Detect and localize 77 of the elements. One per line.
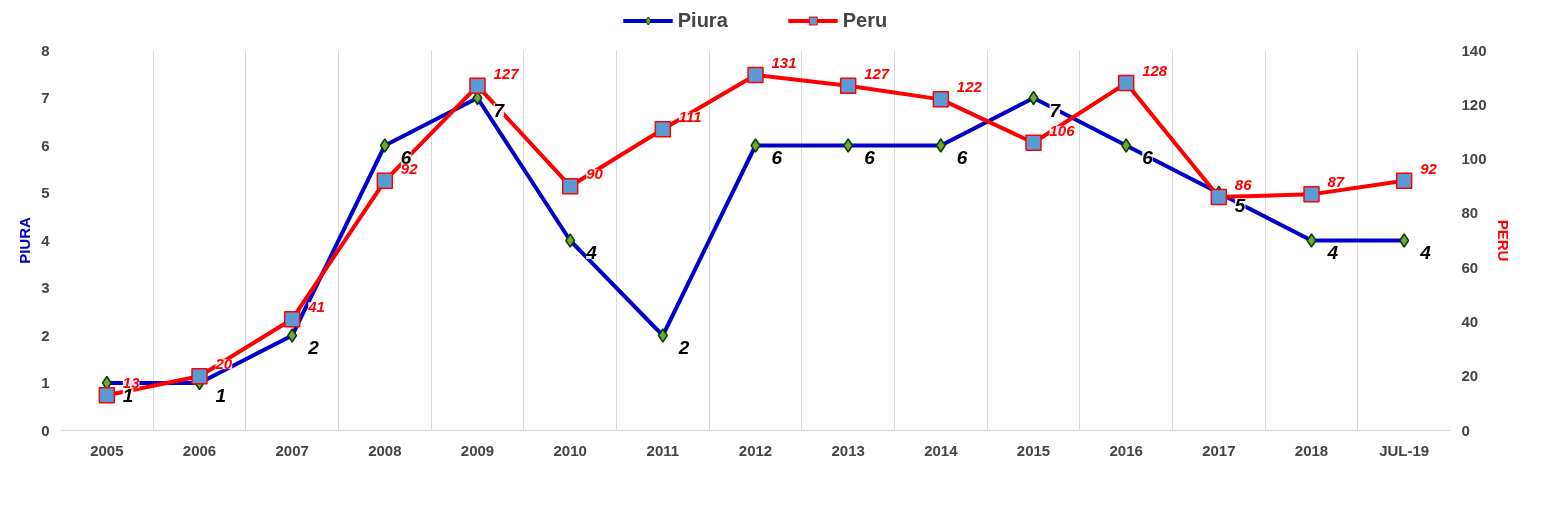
y-tick-label: 0: [41, 421, 50, 439]
point: [747, 66, 764, 84]
y-tick-label: 2: [41, 326, 50, 344]
data-label: 87: [1327, 173, 1345, 191]
y2-tick-label: 100: [1461, 150, 1487, 168]
point: [283, 310, 301, 328]
point: [839, 77, 857, 95]
x-tick-label: 2014: [924, 441, 959, 459]
x-tick-label: JUL-19: [1379, 441, 1430, 459]
y-tick-label: 8: [41, 41, 50, 59]
x-tick-label: 2013: [831, 441, 865, 459]
data-label: 6: [956, 147, 968, 168]
data-label: 4: [1419, 242, 1432, 263]
data-label: 6: [771, 147, 783, 168]
data-label: 127: [493, 64, 520, 82]
y2-tick-label: 40: [1461, 312, 1479, 330]
x-tick-label: 2008: [368, 441, 402, 459]
y-tick-label: 3: [41, 279, 50, 296]
data-label: 20: [214, 355, 233, 373]
point: [1303, 186, 1320, 203]
y2-tick-label: 60: [1461, 258, 1479, 276]
point: [1117, 74, 1135, 92]
data-label: 1: [215, 384, 227, 406]
x-tick-label: 2017: [1202, 441, 1236, 459]
y2-tick-label: 80: [1461, 204, 1479, 222]
point: [1395, 172, 1413, 190]
data-label: 4: [585, 242, 598, 263]
y-tick-label: 1: [41, 374, 50, 391]
data-label: 4: [1326, 242, 1339, 263]
data-label: 2: [307, 337, 320, 358]
y2-tick-label: 20: [1461, 367, 1479, 385]
x-tick-label: 2006: [182, 441, 217, 459]
point: [469, 77, 486, 95]
point: [654, 120, 672, 138]
data-label: 111: [678, 108, 702, 126]
x-tick-label: 2015: [1016, 441, 1051, 459]
legend-label: Piura: [677, 8, 728, 32]
data-label: 131: [771, 53, 797, 71]
x-tick-label: 2005: [90, 441, 124, 459]
y2-axis-title: PERU: [1494, 219, 1512, 262]
point: [98, 386, 116, 404]
point: [1025, 134, 1042, 152]
y-tick-label: 6: [41, 136, 50, 154]
x-tick-label: 2018: [1294, 441, 1329, 459]
y-tick-label: 4: [41, 231, 51, 249]
data-label: 6: [864, 147, 876, 168]
point: [376, 172, 394, 190]
x-tick-label: 2016: [1109, 441, 1143, 459]
data-label: 7: [493, 99, 506, 121]
x-tick-label: 2012: [738, 441, 773, 459]
point: [932, 91, 950, 108]
data-label: 7: [1049, 99, 1062, 121]
data-label: 106: [1049, 121, 1076, 139]
data-label: 86: [1234, 176, 1253, 194]
y-tick-label: 5: [41, 184, 50, 201]
point: [561, 177, 579, 195]
x-tick-label: 2011: [646, 441, 680, 459]
data-label: 90: [586, 165, 604, 183]
y-axis-title: PIURA: [16, 217, 34, 264]
data-label: 2: [677, 337, 690, 358]
data-label: 6: [1142, 147, 1154, 168]
legend-label: Peru: [842, 8, 888, 32]
y-tick-label: 7: [41, 89, 50, 106]
data-label: 127: [864, 64, 890, 82]
point: [1210, 188, 1228, 206]
x-tick-label: 2010: [553, 441, 587, 459]
y2-tick-label: 0: [1461, 421, 1470, 439]
data-label: 5: [1234, 194, 1246, 216]
y2-tick-label: 140: [1461, 41, 1487, 59]
x-tick-label: 2009: [460, 441, 495, 459]
data-label: 122: [956, 78, 983, 96]
y2-tick-label: 120: [1461, 95, 1487, 113]
point: [191, 367, 208, 385]
data-label: 92: [1420, 159, 1438, 177]
data-label: 128: [1142, 62, 1168, 80]
data-label: 41: [307, 298, 325, 316]
x-tick-label: 2007: [275, 441, 309, 459]
